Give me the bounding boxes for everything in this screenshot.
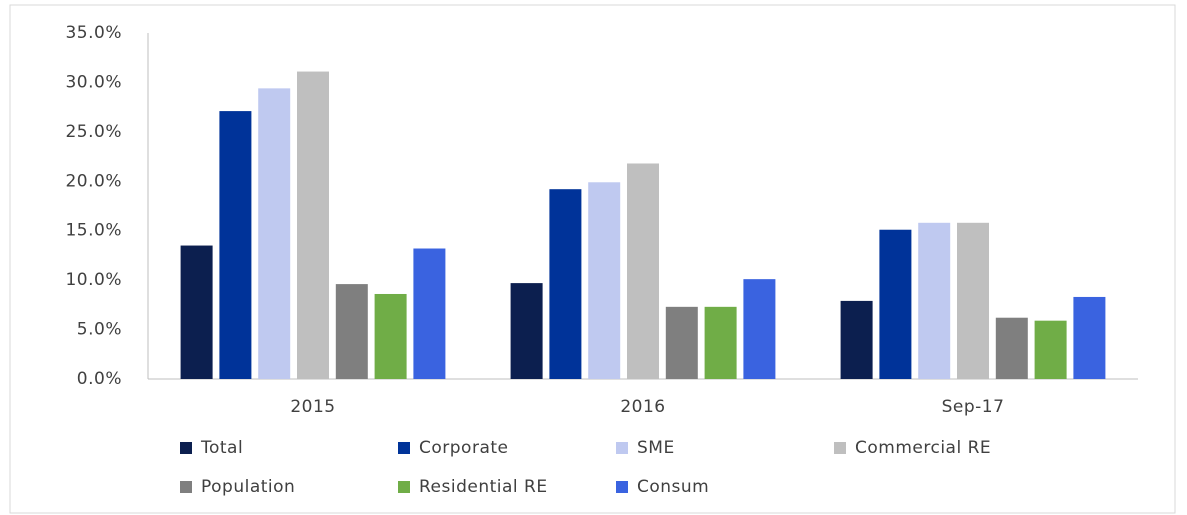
legend-swatch — [180, 442, 192, 454]
legend-label: Consum — [637, 477, 709, 497]
legend-swatch — [616, 442, 628, 454]
legend-label: Commercial RE — [855, 438, 991, 458]
bar — [510, 283, 543, 379]
bar — [335, 284, 368, 379]
legend-label: Population — [201, 477, 295, 497]
legend-label: Corporate — [419, 438, 508, 458]
bar — [665, 306, 698, 379]
bar — [258, 88, 291, 380]
bar — [1034, 320, 1067, 379]
bar — [219, 111, 252, 380]
legend-label: SME — [637, 438, 675, 458]
bar — [704, 306, 737, 379]
y-tick-label: 20.0% — [65, 171, 122, 191]
bar — [413, 248, 446, 379]
bar — [374, 293, 407, 379]
legend-swatch — [616, 481, 628, 493]
y-tick-label: 0.0% — [77, 369, 122, 389]
x-tick-label: 2015 — [290, 397, 335, 417]
bar — [297, 71, 329, 379]
x-tick-label: 2016 — [620, 397, 665, 417]
bar — [627, 163, 659, 379]
legend-swatch — [834, 442, 846, 454]
y-tick-label: 30.0% — [65, 72, 122, 92]
y-tick-label: 15.0% — [65, 221, 122, 241]
y-tick-label: 5.0% — [77, 320, 122, 340]
y-tick-label: 25.0% — [65, 122, 122, 142]
y-tick-label: 35.0% — [65, 23, 122, 43]
y-tick-label: 10.0% — [65, 270, 122, 290]
legend-swatch — [398, 442, 410, 454]
bar — [743, 279, 776, 379]
bar — [879, 229, 912, 379]
legend-label: Total — [200, 438, 243, 458]
legend-swatch — [180, 481, 192, 493]
bar — [1073, 296, 1106, 379]
bar — [588, 182, 621, 379]
bar — [957, 222, 989, 379]
bar — [180, 245, 213, 379]
bar — [918, 222, 951, 379]
legend-swatch — [398, 481, 410, 493]
x-tick-label: Sep-17 — [942, 397, 1005, 417]
bar — [840, 300, 873, 379]
bar — [549, 189, 582, 379]
legend-label: Residential RE — [419, 477, 548, 497]
bar — [995, 317, 1028, 379]
